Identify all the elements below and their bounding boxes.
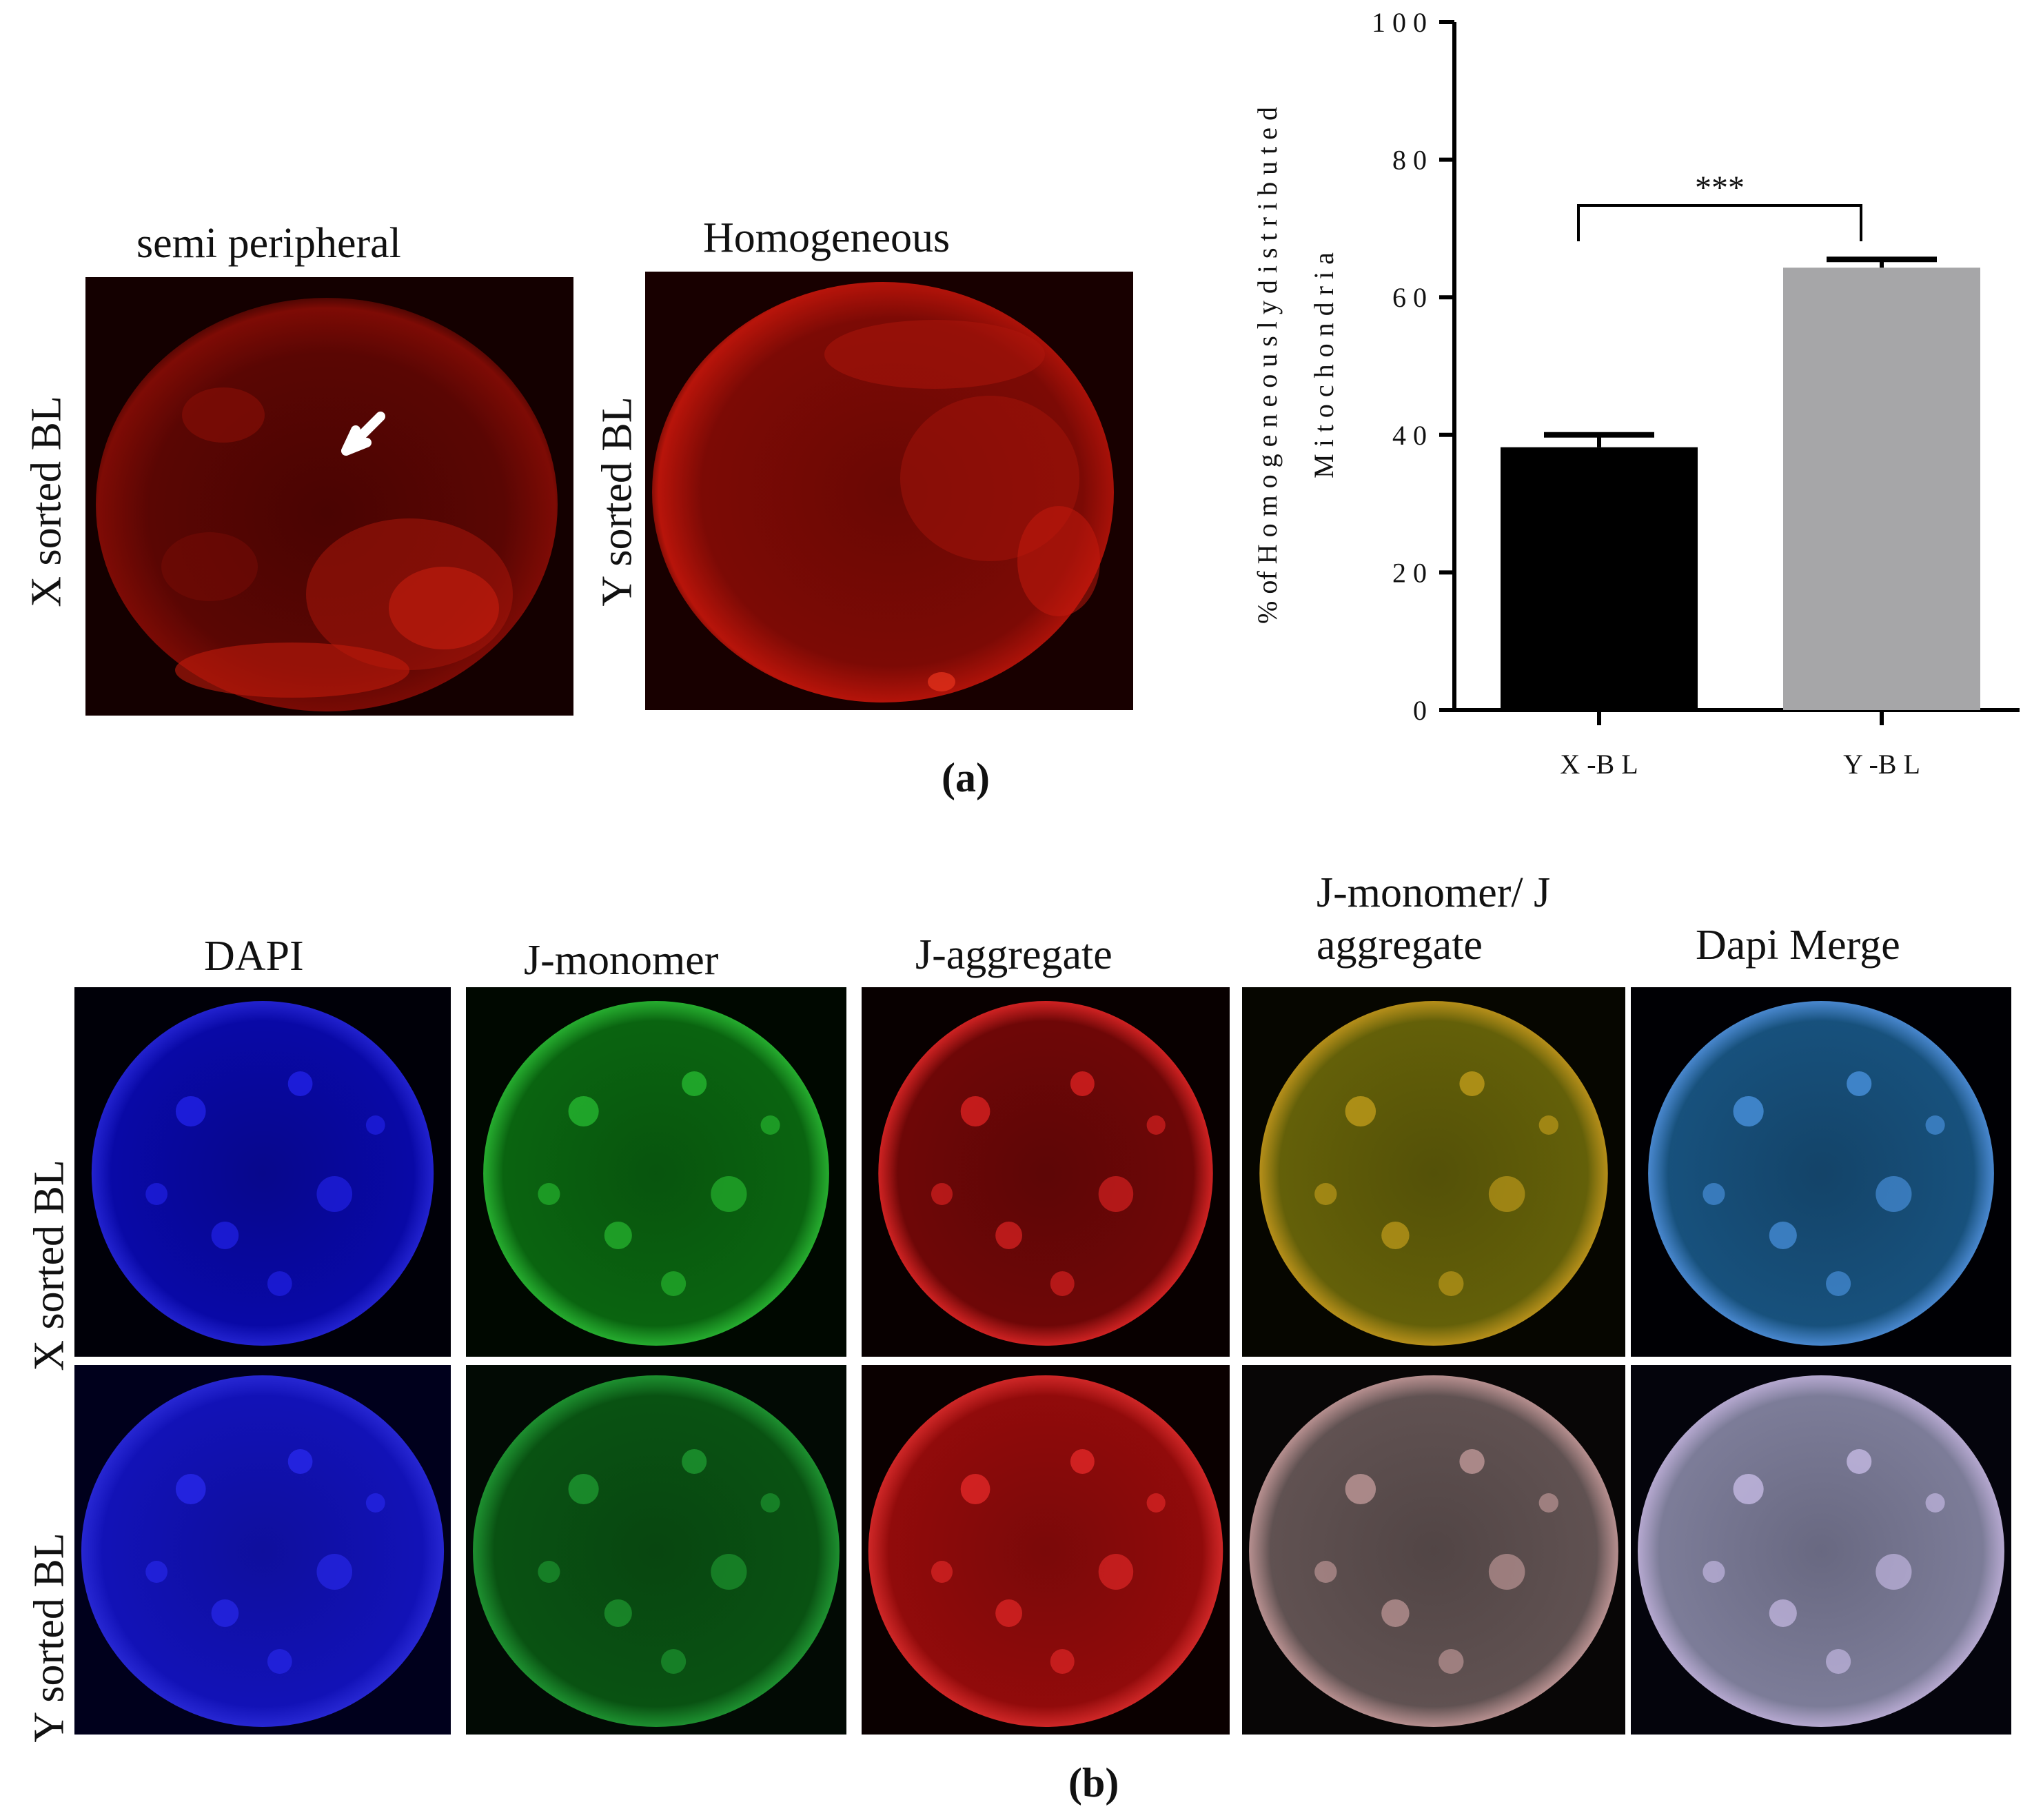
micrograph-x-sorted-j-monomer-aggregate <box>1242 987 1625 1357</box>
column-title-dapi-merge: Dapi Merge <box>1696 922 1900 969</box>
y-axis-label-line2: M i t o c h o n d r i a <box>1308 252 1339 478</box>
column-title-j-aggregate: J-aggregate <box>915 931 1112 978</box>
y-tick-label: 2 0 <box>1392 557 1427 588</box>
micrograph-y-sorted-dapi <box>74 1365 451 1735</box>
micrograph-x-sorted-j-monomer <box>466 987 846 1357</box>
micrograph-y-sorted-j-aggregate <box>862 1365 1230 1735</box>
micrograph-y-sorted-j-monomer <box>466 1365 846 1735</box>
micrograph-y-sorted-homogeneous <box>645 272 1133 710</box>
column-title-dapi: DAPI <box>204 933 304 980</box>
arrow-icon <box>341 412 385 456</box>
significance-bracket <box>1577 204 1862 241</box>
y-tick-label: 1 0 0 <box>1372 7 1427 38</box>
micrograph-y-sorted-dapi-merge <box>1631 1365 2011 1735</box>
row-label-x-sorted-b: X sorted BL <box>26 1160 73 1371</box>
significance-label: *** <box>1695 170 1745 206</box>
row-label-x-sorted-a: X sorted BL <box>23 396 70 607</box>
image-title-homogeneous: Homogeneous <box>703 214 951 261</box>
y-tick-label: 4 0 <box>1392 420 1427 451</box>
y-axis-label-line1: % of H o m o g e n e o u s l y d i s t r… <box>1252 107 1283 624</box>
y-tick-label: 6 0 <box>1392 282 1427 313</box>
column-title-j-monomer-aggregate-line1: J-monomer/ J <box>1317 869 1551 916</box>
row-label-y-sorted-a: Y sorted BL <box>593 396 641 607</box>
column-title-j-monomer: J-monomer <box>524 937 719 984</box>
y-tick-label: 0 <box>1413 695 1427 726</box>
bar-x-bl <box>1501 447 1698 710</box>
y-tick-label: 8 0 <box>1392 145 1427 176</box>
micrograph-x-sorted-dapi-merge <box>1631 987 2011 1357</box>
image-title-semi-peripheral: semi peripheral <box>136 220 401 267</box>
row-label-y-sorted-b: Y sorted BL <box>26 1533 73 1743</box>
column-title-j-monomer-aggregate-line2: aggregate <box>1317 922 1483 969</box>
x-tick-label: X -B L <box>1560 749 1638 780</box>
micrograph-x-sorted-j-aggregate <box>862 987 1230 1357</box>
micrograph-x-sorted-dapi <box>74 987 451 1357</box>
panel-label-a: (a) <box>942 755 990 800</box>
micrograph-y-sorted-j-monomer-aggregate <box>1242 1365 1625 1735</box>
bar-y-bl <box>1783 267 1980 710</box>
panel-label-b: (b) <box>1068 1760 1119 1806</box>
micrograph-x-sorted-semi-peripheral <box>85 277 573 716</box>
x-tick-label: Y -B L <box>1843 749 1920 780</box>
bar-chart: % of H o m o g e n e o u s l y d i s t r… <box>1252 7 2020 780</box>
